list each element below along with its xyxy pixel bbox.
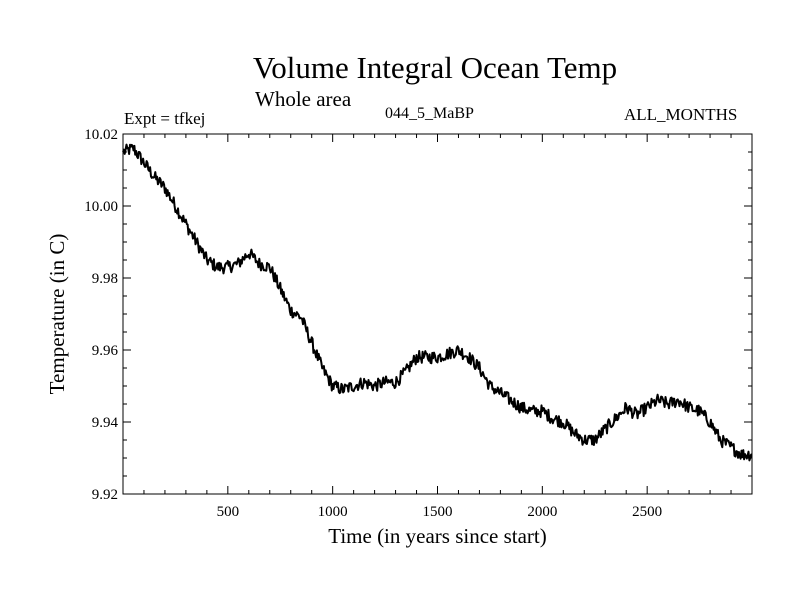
x-tick-label: 1500 bbox=[423, 504, 453, 520]
x-tick-label: 500 bbox=[217, 504, 240, 520]
chart-subtitle: Whole area bbox=[255, 87, 352, 111]
run-code-label: 044_5_MaBP bbox=[385, 105, 474, 122]
y-tick-label: 10.02 bbox=[84, 127, 118, 143]
axis-tick-labels: 500 1000 1500 2000 2500 9.92 9.94 9.96 9.98 10.00… bbox=[84, 127, 662, 520]
y-tick-label: 9.94 bbox=[92, 415, 119, 431]
axis-ticks bbox=[123, 134, 752, 494]
months-label: ALL_MONTHS bbox=[624, 105, 738, 124]
x-tick-label: 2500 bbox=[632, 504, 662, 520]
y-tick-label: 10.00 bbox=[84, 199, 118, 215]
temperature-series-line bbox=[122, 143, 753, 462]
y-axis-label: Temperature (in C) bbox=[45, 234, 69, 395]
y-tick-label: 9.92 bbox=[92, 487, 118, 503]
x-tick-label: 1000 bbox=[318, 504, 348, 520]
y-tick-label: 9.96 bbox=[92, 343, 119, 359]
experiment-label: Expt = tfkej bbox=[124, 109, 206, 128]
chart-title: Volume Integral Ocean Temp bbox=[252, 50, 618, 85]
x-tick-label: 2000 bbox=[527, 504, 557, 520]
y-tick-label: 9.98 bbox=[92, 271, 118, 287]
plot-frame bbox=[122, 133, 753, 495]
x-axis-label: Time (in years since start) bbox=[328, 524, 547, 548]
